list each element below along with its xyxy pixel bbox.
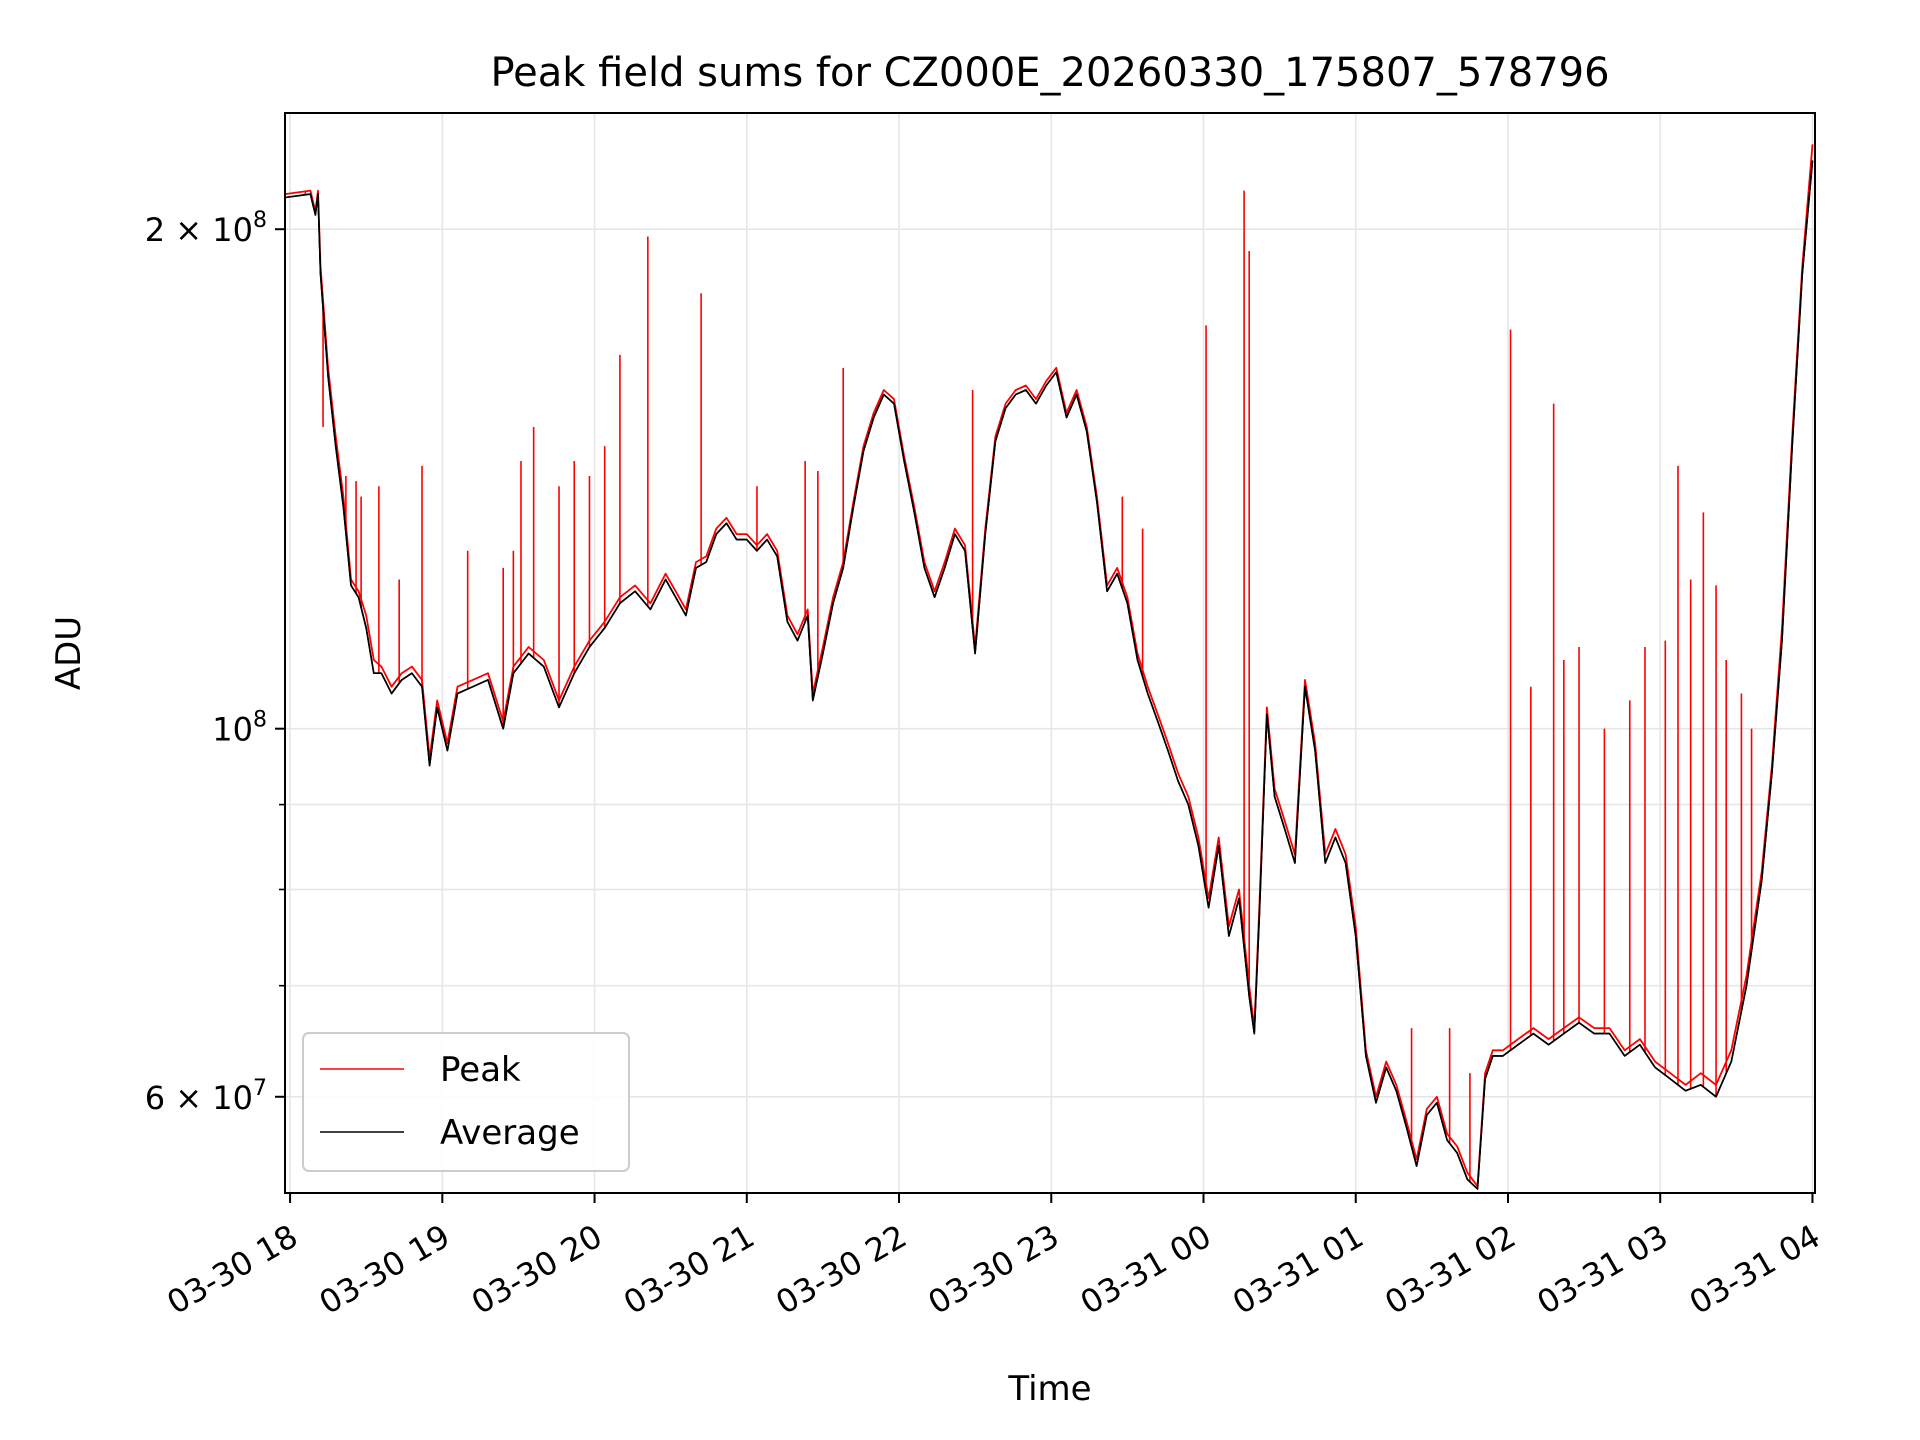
legend-label-peak: Peak <box>440 1050 521 1090</box>
y-axis-title: ADU <box>49 616 89 690</box>
series-layer <box>285 144 1814 1190</box>
series-line-average-overlay <box>285 160 1814 1190</box>
legend-box <box>302 1032 630 1172</box>
legend: Peak Average <box>302 1032 630 1172</box>
chart-title: Peak field sums for CZ000E_20260330_1758… <box>490 50 1609 96</box>
y-tick-exponent: 8 <box>253 208 267 233</box>
x-axis-title: Time <box>1007 1369 1091 1409</box>
y-tick-base: 10 <box>212 711 253 749</box>
y-tick-label: 2 × 108 <box>145 208 267 249</box>
grid-lines <box>285 113 1815 1193</box>
y-tick-base: 2 × 10 <box>145 211 253 249</box>
series-line-peak <box>285 144 1814 1188</box>
y-tick-base: 6 × 10 <box>145 1079 253 1117</box>
y-tick-exponent: 8 <box>253 708 267 733</box>
plot-frame <box>284 112 1816 1194</box>
y-tick-label: 108 <box>212 708 267 749</box>
legend-label-average: Average <box>440 1113 580 1153</box>
y-tick-exponent: 7 <box>253 1076 267 1101</box>
y-tick-label: 6 × 107 <box>145 1076 267 1117</box>
